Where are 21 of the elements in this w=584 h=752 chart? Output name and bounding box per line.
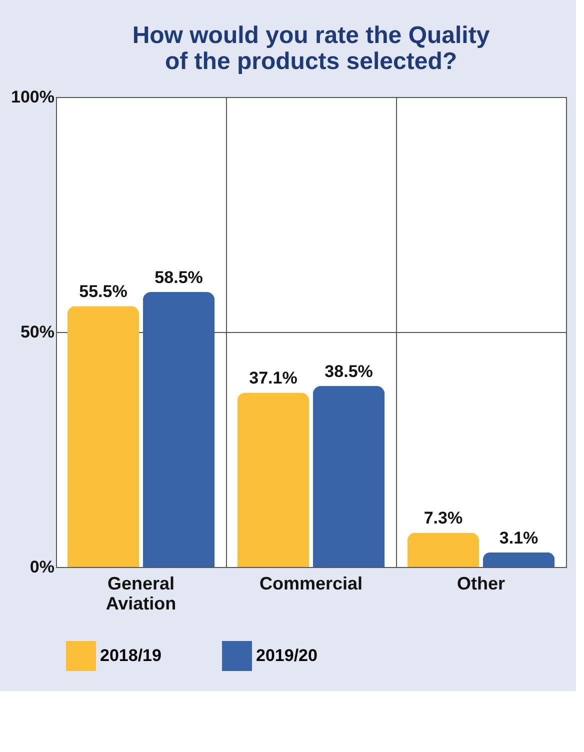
bar [312,386,385,567]
bar [482,552,555,567]
bar [407,532,480,567]
text: 3.1% [499,528,538,548]
x-tick-label: General Aviation [106,574,176,614]
y-tick-label: 0% [30,558,54,576]
text: 37.1% [249,368,298,388]
bar [237,392,310,567]
text: 38.5% [324,362,373,382]
text: 58.5% [154,268,203,288]
bar [67,306,140,567]
x-tick-label: Commercial [259,574,363,594]
legend-label: 2019/20 [256,646,318,665]
bar [142,292,215,567]
chart-title: How would you rate the Quality of the products selected? [132,22,490,75]
text: 7.3% [424,508,463,528]
x-tick-label: Other [456,574,506,594]
y-tick-label: 100% [11,88,54,106]
legend-label: 2018/19 [100,646,162,665]
y-tick-label: 50% [20,322,54,342]
text: 55.5% [79,282,128,302]
